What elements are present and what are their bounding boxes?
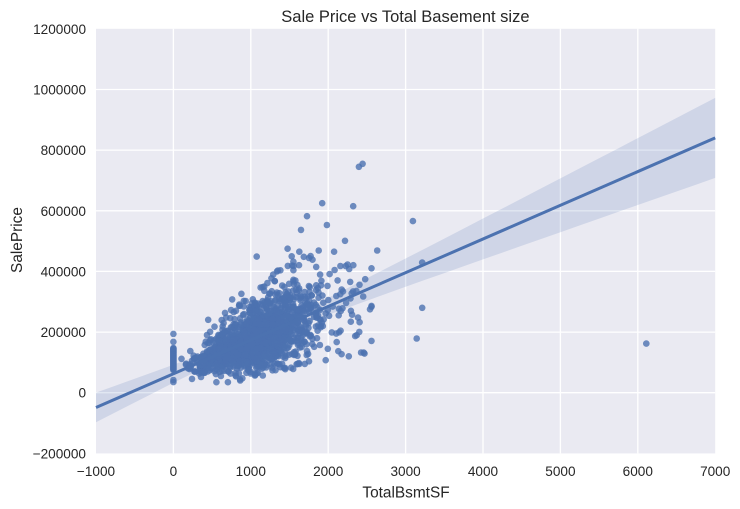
svg-text:−1000: −1000 (77, 464, 116, 479)
svg-text:800000: 800000 (41, 143, 87, 158)
svg-text:SalePrice: SalePrice (9, 207, 26, 273)
svg-text:4000: 4000 (468, 464, 499, 479)
svg-text:TotalBsmtSF: TotalBsmtSF (362, 485, 449, 502)
svg-text:400000: 400000 (41, 264, 87, 279)
svg-text:1200000: 1200000 (33, 22, 86, 37)
svg-text:200000: 200000 (41, 325, 87, 340)
svg-text:1000: 1000 (236, 464, 267, 479)
svg-text:6000: 6000 (623, 464, 654, 479)
svg-text:5000: 5000 (545, 464, 576, 479)
svg-text:2000: 2000 (313, 464, 344, 479)
svg-text:1000000: 1000000 (33, 83, 86, 98)
svg-text:3000: 3000 (390, 464, 421, 479)
svg-text:Sale Price vs Total Basement s: Sale Price vs Total Basement size (281, 8, 529, 26)
svg-text:0: 0 (78, 386, 86, 401)
svg-text:0: 0 (170, 464, 178, 479)
svg-text:7000: 7000 (700, 464, 731, 479)
svg-text:−200000: −200000 (33, 446, 87, 461)
svg-text:600000: 600000 (41, 204, 87, 219)
